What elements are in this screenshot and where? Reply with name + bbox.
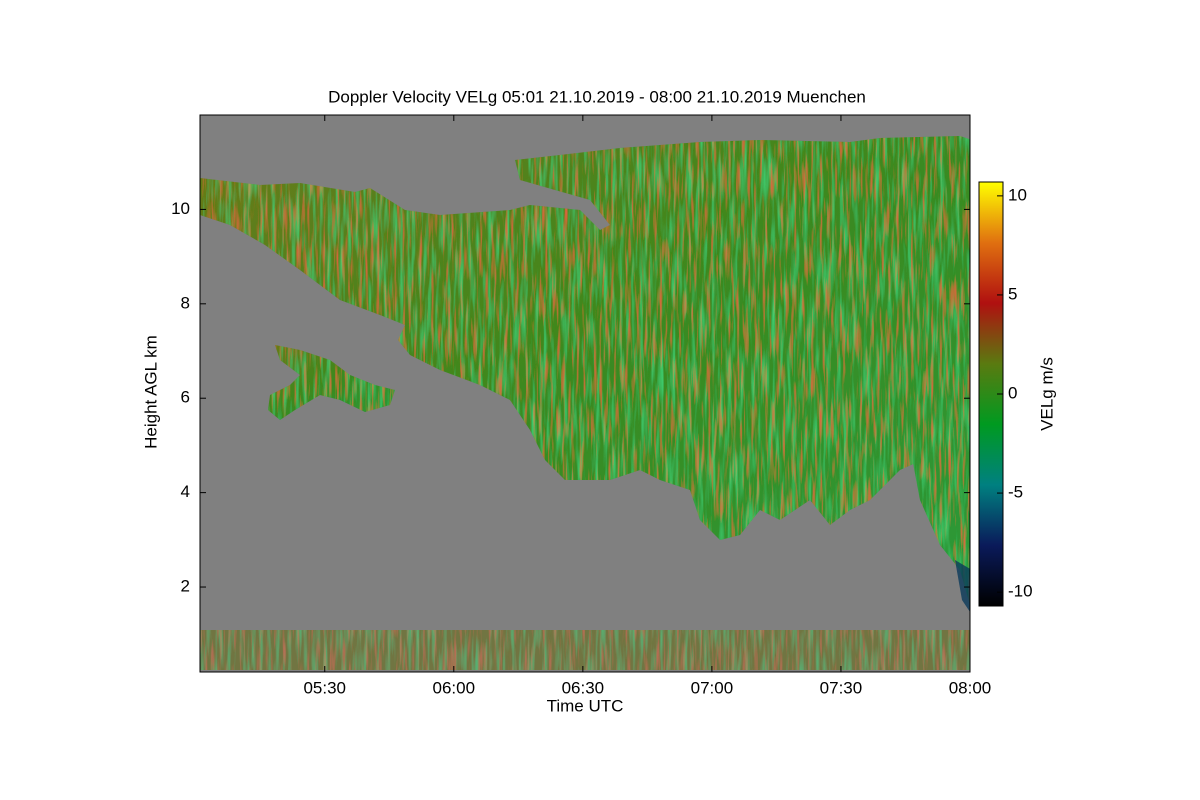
y-tick-label: 6 (181, 388, 190, 407)
cloud-echo (200, 136, 970, 605)
x-tick-label: 06:30 (562, 678, 605, 697)
colorbar-tick-label: -10 (1008, 582, 1033, 601)
y-tick-label: 10 (171, 199, 190, 218)
chart-title: Doppler Velocity VELg 05:01 21.10.2019 -… (328, 87, 866, 106)
colorbar-label: VELg m/s (1037, 357, 1056, 431)
colorbar-tick-label: 5 (1008, 284, 1017, 303)
boundary-layer-echo (200, 630, 970, 670)
echo-field (200, 136, 970, 670)
colorbar-tick-label: 10 (1008, 185, 1027, 204)
cloud-echo (268, 345, 395, 420)
x-tick-label: 06:00 (433, 678, 476, 697)
y-tick-label: 4 (181, 482, 190, 501)
colorbar-tick-label: 0 (1008, 383, 1017, 402)
cloud-echo (955, 560, 970, 612)
x-tick-label: 08:00 (949, 678, 992, 697)
y-tick-label: 2 (181, 577, 190, 596)
x-tick-label: 05:30 (303, 678, 346, 697)
colorbar-tick-label: -5 (1008, 483, 1023, 502)
x-tick-label: 07:00 (691, 678, 734, 697)
y-axis-label: Height AGL km (141, 335, 160, 449)
plot-frame (199, 114, 971, 673)
x-axis-label: Time UTC (547, 696, 624, 715)
x-tick-label: 07:30 (820, 678, 863, 697)
y-tick-label: 8 (181, 293, 190, 312)
